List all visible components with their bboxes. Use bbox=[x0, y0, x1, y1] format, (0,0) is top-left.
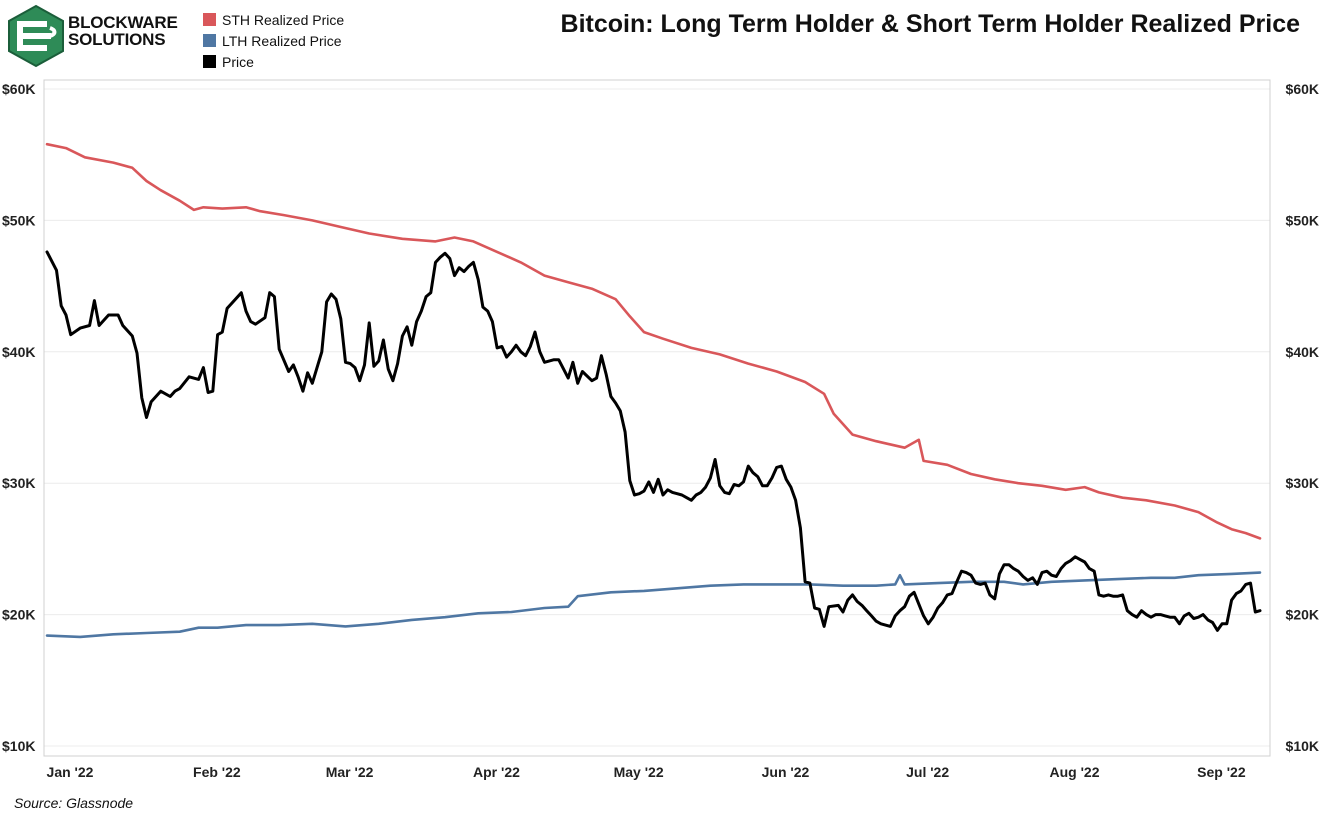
x-tick-label: Jun '22 bbox=[762, 764, 810, 780]
y-tick-label-right: $60K bbox=[1286, 81, 1319, 97]
y-tick-label-left: $40K bbox=[2, 344, 35, 360]
x-tick-label: Sep '22 bbox=[1197, 764, 1246, 780]
x-axis: Jan '22 Feb '22 Mar '22 Apr '22 May '22 Jun '… bbox=[47, 764, 1246, 780]
x-tick-label: Apr '22 bbox=[473, 764, 520, 780]
y-tick-label-left: $60K bbox=[2, 81, 35, 97]
y-tick-label-left: $50K bbox=[2, 212, 35, 228]
x-tick-label: Jul '22 bbox=[906, 764, 949, 780]
x-tick-label: Aug '22 bbox=[1050, 764, 1100, 780]
chart: $10K $20K $30K $40K $50K $60K $10K $20K $30K $40… bbox=[0, 0, 1322, 815]
series-line-price bbox=[47, 252, 1260, 631]
plot-area-border bbox=[44, 80, 1270, 756]
y-tick-label-right: $10K bbox=[1286, 738, 1319, 754]
x-tick-label: May '22 bbox=[614, 764, 664, 780]
gridlines bbox=[44, 89, 1270, 746]
y-tick-label-right: $30K bbox=[1286, 475, 1319, 491]
y-axis-left: $10K $20K $30K $40K $50K $60K bbox=[2, 81, 35, 754]
series-lines bbox=[47, 144, 1260, 637]
y-axis-right: $10K $20K $30K $40K $50K $60K bbox=[1286, 81, 1319, 754]
y-tick-label-right: $50K bbox=[1286, 212, 1319, 228]
series-line-lth-realized-price bbox=[47, 573, 1260, 637]
source-note: Source: Glassnode bbox=[14, 795, 133, 811]
x-tick-label: Jan '22 bbox=[47, 764, 94, 780]
y-tick-label-left: $20K bbox=[2, 607, 35, 623]
x-tick-label: Mar '22 bbox=[326, 764, 374, 780]
series-line-sth-realized-price bbox=[47, 144, 1260, 538]
y-tick-label-right: $40K bbox=[1286, 344, 1319, 360]
x-tick-label: Feb '22 bbox=[193, 764, 241, 780]
y-tick-label-left: $30K bbox=[2, 475, 35, 491]
y-tick-label-left: $10K bbox=[2, 738, 35, 754]
y-tick-label-right: $20K bbox=[1286, 607, 1319, 623]
